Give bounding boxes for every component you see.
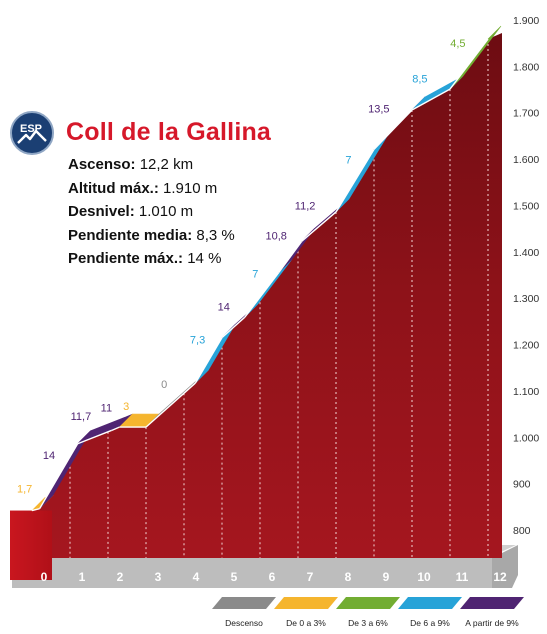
profile-area xyxy=(32,33,502,558)
legend-label-grade_0_3: De 0 a 3% xyxy=(286,618,326,628)
gradient-label-12: 13,5 xyxy=(368,104,389,116)
x-tick-3: 3 xyxy=(155,570,162,584)
gradient-label-2: 11,7 xyxy=(71,411,92,423)
x-tick-0: 0 xyxy=(41,570,48,584)
x-tick-10: 10 xyxy=(417,570,431,584)
y-tick-1700: 1.700 xyxy=(513,108,539,120)
x-tick-8: 8 xyxy=(345,570,352,584)
gradient-segment-edge-13 xyxy=(411,88,451,111)
gradient-label-6: 7,3 xyxy=(190,334,205,346)
gradient-label-10: 11,2 xyxy=(295,201,316,213)
y-tick-800: 800 xyxy=(513,525,531,537)
x-tick-2: 2 xyxy=(117,570,124,584)
y-tick-1000: 1.000 xyxy=(513,432,539,444)
gradient-label-5: 0 xyxy=(161,379,167,391)
y-tick-1900: 1.900 xyxy=(513,15,539,27)
gradient-segment-edge-9 xyxy=(278,240,303,273)
gradient-label-0: 1,7 xyxy=(17,484,32,496)
climb-stats: Ascenso: 12,2 km Altitud máx.: 1.910 m D… xyxy=(68,153,235,271)
legend-swatch-grade_0_3 xyxy=(274,597,338,609)
x-tick-7: 7 xyxy=(307,570,314,584)
gradient-label-11: 7 xyxy=(345,155,351,167)
gradient-label-7: 14 xyxy=(218,301,230,313)
gradient-segment-edge-11 xyxy=(335,149,375,213)
gradient-label-9: 10,8 xyxy=(265,231,286,243)
gradient-segment-edge-5 xyxy=(145,382,196,428)
legend-swatch-descent xyxy=(212,597,276,609)
x-tick-11: 11 xyxy=(456,570,469,584)
gradient-segment-edge-12 xyxy=(373,109,413,150)
stat-average-gradient: Pendiente media: 8,3 % xyxy=(68,226,235,244)
gradient-segment-edge-1 xyxy=(38,443,79,510)
y-tick-1300: 1.300 xyxy=(513,293,539,305)
country-badge: ESP xyxy=(10,111,54,155)
y-tick-1200: 1.200 xyxy=(513,340,539,352)
y-tick-900: 900 xyxy=(513,479,531,491)
y-tick-1100: 1.100 xyxy=(513,386,539,398)
x-tick-5: 5 xyxy=(231,570,238,584)
y-tick-1500: 1.500 xyxy=(513,200,539,212)
stat-max-altitude: Altitud máx.: 1.910 m xyxy=(68,179,218,197)
x-tick-1: 1 xyxy=(79,570,86,584)
gradient-segment-edge-8 xyxy=(244,271,280,318)
x-tick-9: 9 xyxy=(383,570,390,584)
legend-swatch-grade_3_6 xyxy=(336,597,400,609)
x-tick-6: 6 xyxy=(269,570,276,584)
x-tick-4: 4 xyxy=(193,570,200,584)
legend-label-descent: Descenso xyxy=(225,618,263,628)
gradient-segment-edge-0 xyxy=(31,508,40,512)
gradient-label-8: 7 xyxy=(252,269,258,281)
gradient-label-1: 14 xyxy=(43,450,55,462)
gradient-segment-edge-2 xyxy=(77,429,113,445)
y-tick-1400: 1.400 xyxy=(513,247,539,259)
gradient-label-4: 3 xyxy=(123,401,129,413)
y-tick-1800: 1.800 xyxy=(513,61,539,73)
legend-label-grade_3_6: De 3 a 6% xyxy=(348,618,388,628)
gradient-segment-edge-7 xyxy=(221,316,246,339)
gradient-segment-edge-10 xyxy=(301,211,337,242)
profile-front-face xyxy=(10,510,52,580)
stat-elevation-gain: Desnivel: 1.010 m xyxy=(68,203,194,220)
gradient-segment-edge-3 xyxy=(111,426,120,431)
gradient-label-13: 8,5 xyxy=(412,74,427,86)
page-title: Coll de la Gallina xyxy=(66,118,272,146)
legend-label-grade_9_plus: A partir de 9% xyxy=(465,618,519,628)
stat-distance: Ascenso: 12,2 km xyxy=(68,156,194,173)
axis-band xyxy=(12,558,512,588)
legend-swatch-grade_9_plus xyxy=(460,597,524,609)
x-tick-12: 12 xyxy=(493,570,507,584)
gradient-label-14: 4,5 xyxy=(450,38,465,50)
y-tick-1600: 1.600 xyxy=(513,154,539,166)
legend-swatch-grade_6_9 xyxy=(398,597,462,609)
legend-label-grade_6_9: De 6 a 9% xyxy=(410,618,450,628)
stat-max-gradient: Pendiente máx.: 14 % xyxy=(68,250,222,267)
gradient-segment-edge-6 xyxy=(194,337,223,384)
gradient-segment-edge-14 xyxy=(449,38,489,90)
mountain-icon xyxy=(17,129,47,144)
gradient-label-3: 11 xyxy=(101,403,112,415)
